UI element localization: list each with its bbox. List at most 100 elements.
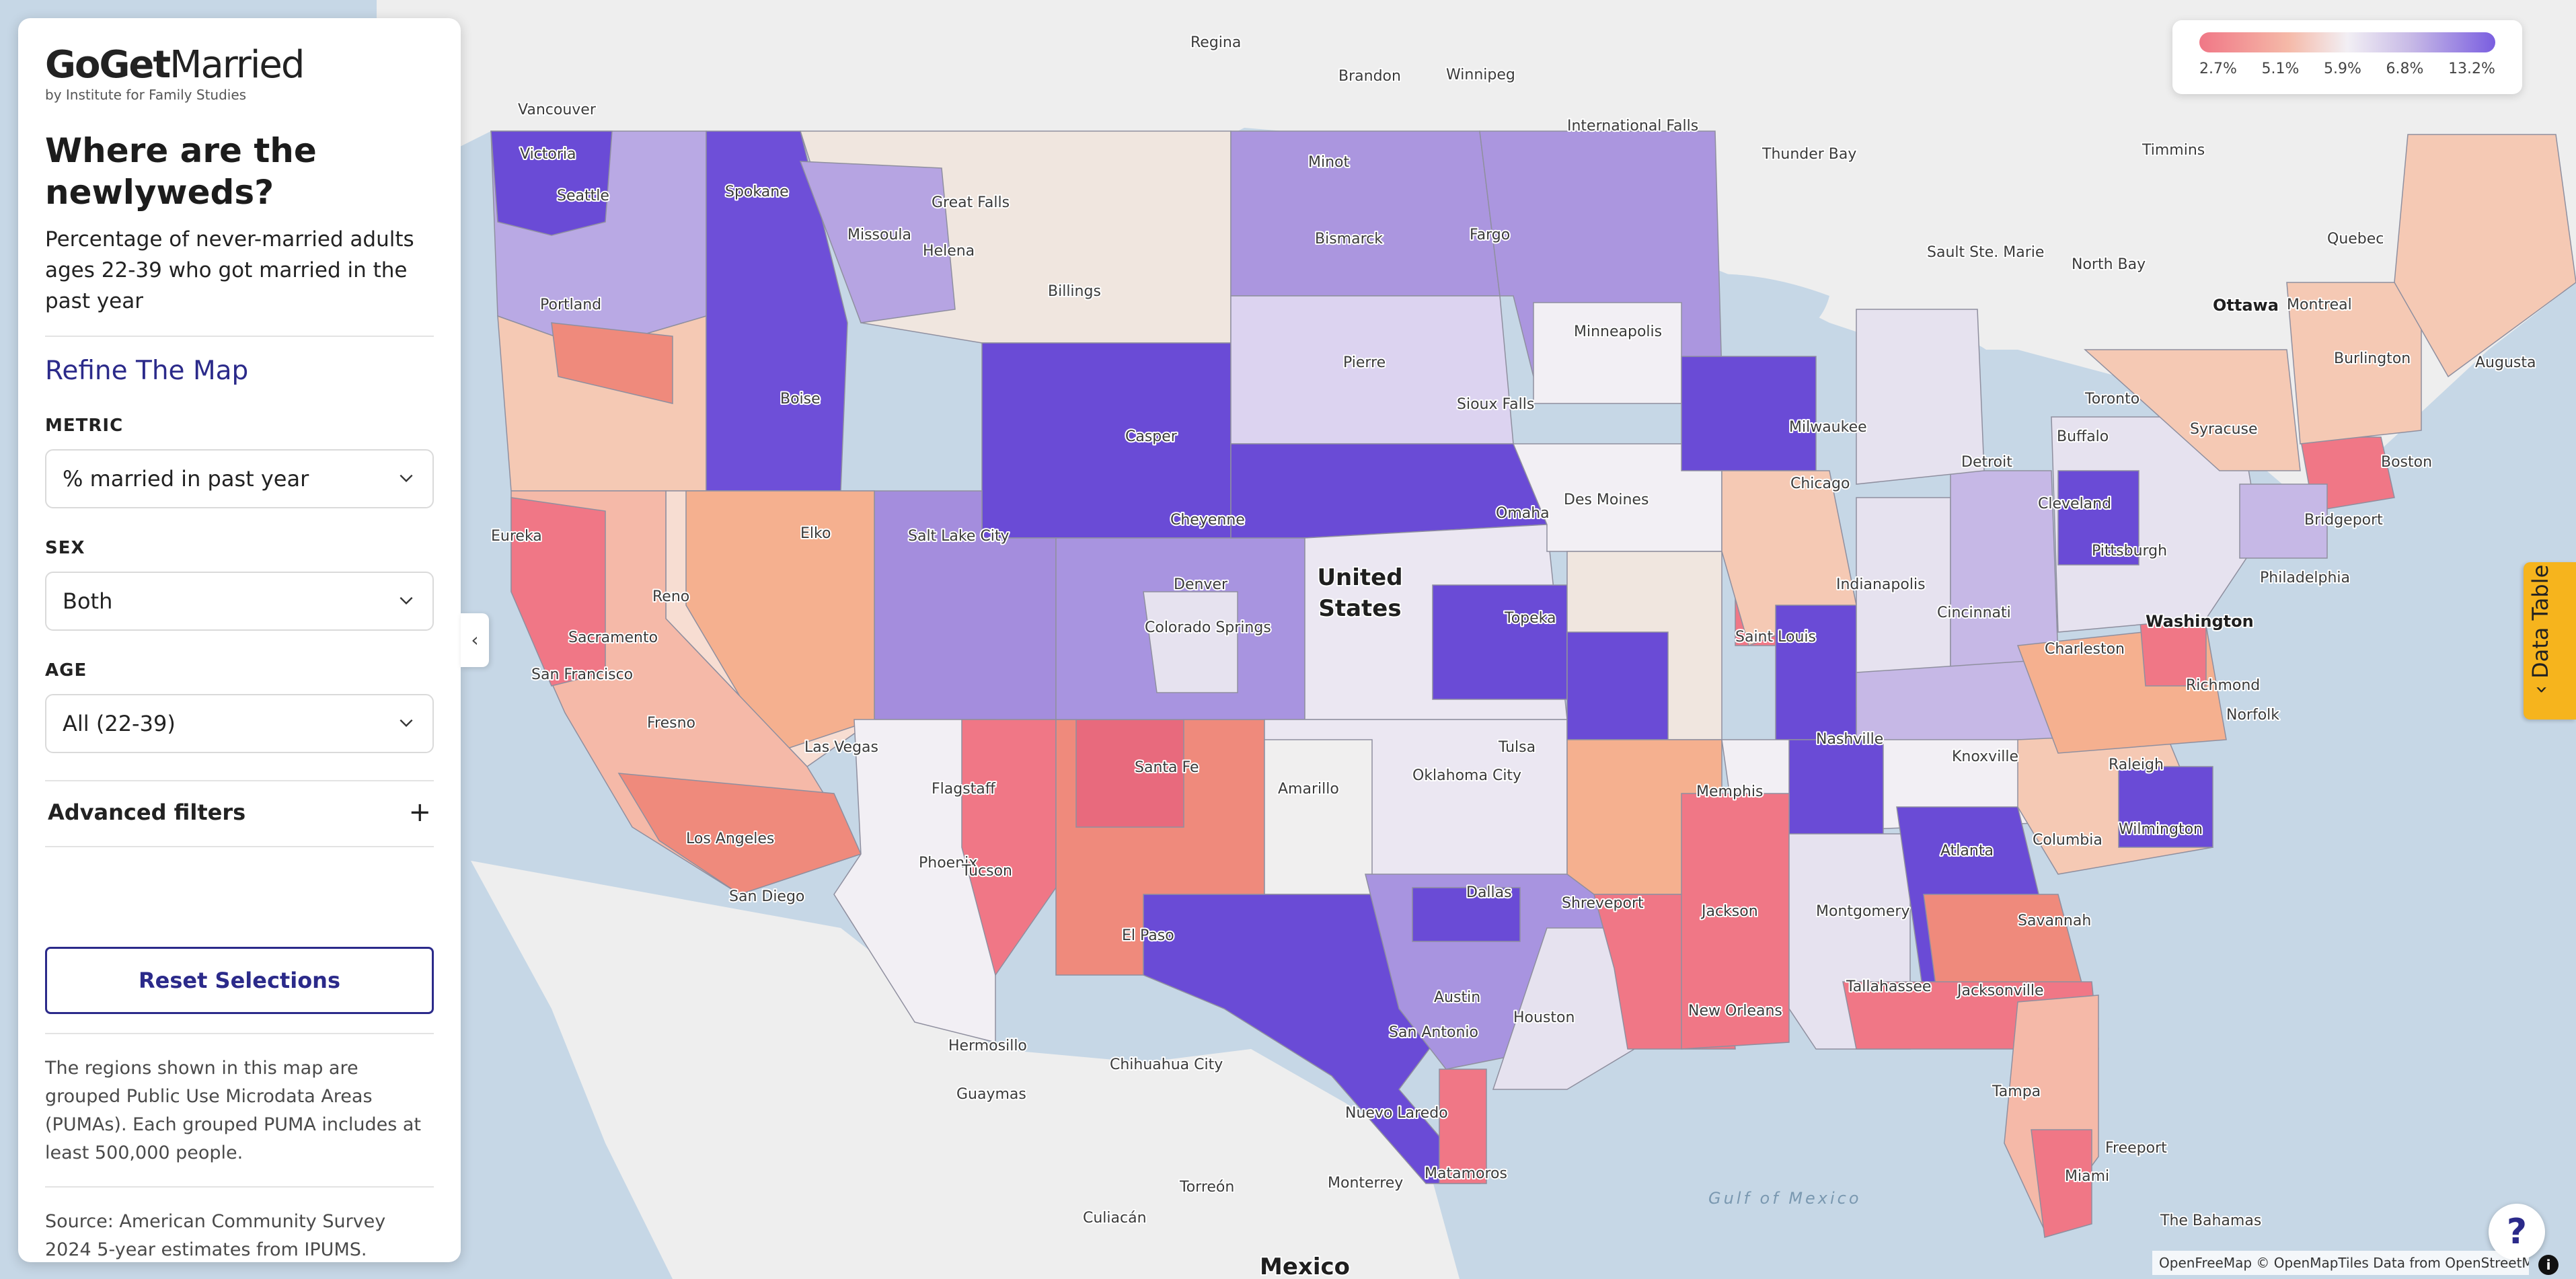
region-colorado-springs[interactable] <box>1143 591 1238 693</box>
divider <box>45 1186 434 1188</box>
city-label: Monterrey <box>1328 1175 1403 1192</box>
city-label: Savannah <box>2018 913 2091 929</box>
us-regions[interactable] <box>490 130 2576 1238</box>
region-michigan[interactable] <box>1856 309 1985 485</box>
city-label: Cheyenne <box>1170 512 1245 529</box>
city-label: Dallas <box>1466 884 1512 901</box>
sex-label: SEX <box>45 538 85 558</box>
city-label: Billings <box>1048 283 1101 300</box>
city-label: Milwaukee <box>1789 419 1867 436</box>
city-label: Knoxville <box>1952 748 2018 765</box>
city-label: Santa Fe <box>1135 759 1199 776</box>
city-label: Nuevo Laredo <box>1345 1105 1448 1122</box>
source-note: Source: American Community Survey 2024 5… <box>45 1211 386 1260</box>
region-portland[interactable] <box>551 322 673 404</box>
city-label: The Bahamas <box>2160 1212 2261 1229</box>
page-title: Where are the newlyweds? <box>45 131 317 212</box>
city-label: Jacksonville <box>1956 982 2044 999</box>
info-icon[interactable]: i <box>2538 1255 2559 1275</box>
legend-tick: 6.8% <box>2386 61 2424 77</box>
region-north-dakota[interactable] <box>1230 130 1501 297</box>
region-new-york[interactable] <box>2084 349 2301 471</box>
city-label: North Bay <box>2072 256 2146 273</box>
gulf-label: Gulf of Mexico <box>1708 1189 1862 1208</box>
city-label: Colorado Springs <box>1145 619 1271 636</box>
city-label: Timmins <box>2142 142 2205 159</box>
advanced-filters-toggle[interactable]: Advanced filters + <box>45 780 434 847</box>
city-label: Thunder Bay <box>1761 146 1856 163</box>
city-label: Columbia <box>2033 832 2103 849</box>
region-mississippi[interactable] <box>1681 793 1790 1050</box>
chevron-icon: ‹ <box>2528 679 2553 694</box>
region-new-jersey[interactable] <box>2239 483 2328 559</box>
region-miami[interactable] <box>2031 1129 2092 1238</box>
region-south-texas[interactable] <box>1439 1069 1487 1184</box>
region-seattle[interactable] <box>490 130 613 236</box>
city-label: Tampa <box>1992 1083 2041 1100</box>
city-label: Missoula <box>847 227 911 243</box>
region-missoula[interactable] <box>799 161 956 323</box>
map-attribution[interactable]: OpenFreeMap © OpenMapTiles Data from Ope… <box>2152 1251 2529 1275</box>
region-idaho[interactable] <box>706 130 848 492</box>
collapse-panel-button[interactable]: ‹ <box>461 613 489 667</box>
data-table-tab[interactable]: ‹ Data Table <box>2524 562 2576 720</box>
city-label: Jackson <box>1700 903 1758 920</box>
city-label: Tulsa <box>1498 739 1536 756</box>
region-nebraska[interactable] <box>1230 443 1548 539</box>
metric-label: METRIC <box>45 416 124 436</box>
chevron-down-icon <box>400 719 413 728</box>
city-label: Matamoros <box>1425 1165 1507 1182</box>
city-label: Houston <box>1513 1009 1575 1026</box>
region-az-east[interactable] <box>961 719 1057 976</box>
region-pittsburgh[interactable] <box>2057 470 2139 566</box>
logo[interactable]: GoGetMarried <box>45 46 434 84</box>
city-label: New Orleans <box>1688 1003 1782 1019</box>
region-norcal-coast[interactable] <box>510 497 606 687</box>
region-dallas[interactable] <box>1412 887 1521 942</box>
city-label: Bridgeport <box>2304 512 2383 529</box>
reset-selections-button[interactable]: Reset Selections <box>45 947 434 1014</box>
city-label: Saint Louis <box>1735 629 1816 646</box>
region-wilmington[interactable] <box>2118 766 2213 848</box>
city-label: Ottawa <box>2213 296 2279 315</box>
city-label: Portland <box>540 297 601 313</box>
city-label: Atlanta <box>1940 843 1994 859</box>
city-label: Los Angeles <box>686 830 774 847</box>
metric-select[interactable]: % married in past year <box>45 449 434 508</box>
city-label: Guaymas <box>956 1086 1026 1103</box>
city-label: Oklahoma City <box>1412 767 1521 784</box>
city-label: Miami <box>2065 1168 2109 1185</box>
divider <box>45 1033 434 1034</box>
city-label: Sacramento <box>568 629 658 646</box>
sex-select[interactable]: Both <box>45 572 434 631</box>
region-georgia-south[interactable] <box>1923 894 2086 996</box>
city-label: Wilmington <box>2119 821 2203 838</box>
region-maine[interactable] <box>2394 134 2576 378</box>
city-label: Augusta <box>2475 354 2536 371</box>
city-label: Regina <box>1190 34 1241 51</box>
plus-icon: + <box>408 797 431 828</box>
city-label: Detroit <box>1961 454 2012 471</box>
city-label: Charleston <box>2045 641 2125 658</box>
city-label: Las Vegas <box>804 739 878 756</box>
region-wisconsin[interactable] <box>1681 356 1817 471</box>
city-label: Seattle <box>557 188 609 204</box>
city-label: Nashville <box>1816 731 1883 748</box>
region-socal[interactable] <box>617 773 862 895</box>
chevron-left-icon: ‹ <box>471 629 479 651</box>
city-label: Montgomery <box>1816 903 1909 920</box>
city-label: Sault Ste. Marie <box>1927 244 2044 261</box>
region-nevada[interactable] <box>685 490 875 754</box>
city-label: Philadelphia <box>2260 570 2350 586</box>
region-kansas-east[interactable] <box>1432 584 1568 700</box>
region-minneapolis[interactable] <box>1533 302 1682 404</box>
city-label: Pittsburgh <box>2092 543 2167 559</box>
region-new-england[interactable] <box>2286 282 2422 444</box>
region-wyoming[interactable] <box>981 342 1232 539</box>
legend-ticks: 2.7% 5.1% 5.9% 6.8% 13.2% <box>2199 61 2495 77</box>
region-mo-south[interactable] <box>1566 631 1669 740</box>
region-amarillo[interactable] <box>1264 739 1373 895</box>
age-select[interactable]: All (22-39) <box>45 694 434 753</box>
legend-tick: 5.9% <box>2324 61 2361 77</box>
